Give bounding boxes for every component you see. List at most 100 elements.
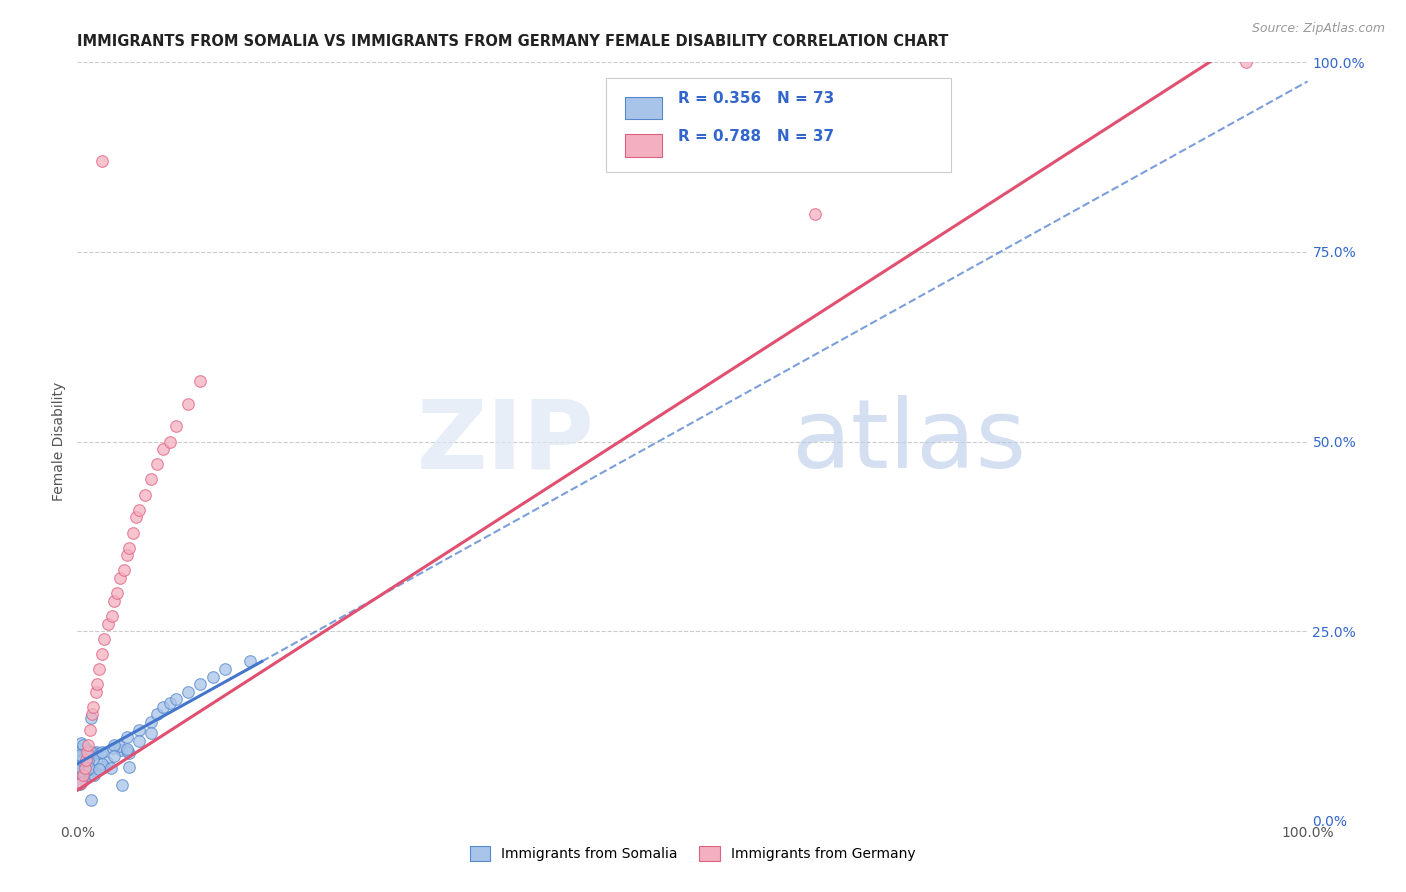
Point: [188, 374, 212, 388]
Point: [77, 761, 100, 775]
Point: [69, 736, 91, 750]
Text: Source: ZipAtlas.com: Source: ZipAtlas.com: [1251, 22, 1385, 36]
Point: [128, 503, 150, 517]
Point: [97, 616, 120, 631]
Point: [188, 677, 212, 691]
Point: [82, 752, 104, 766]
Point: [89, 746, 111, 760]
Point: [67, 777, 90, 791]
Point: [111, 778, 134, 792]
Point: [152, 699, 174, 714]
Point: [69, 757, 91, 772]
Point: [804, 207, 827, 221]
Point: [72, 759, 94, 773]
Point: [118, 747, 141, 761]
Point: [67, 776, 90, 790]
Point: [80, 762, 103, 776]
Point: [67, 745, 90, 759]
Point: [83, 767, 105, 781]
Point: [69, 775, 91, 789]
Point: [89, 662, 111, 676]
Point: [67, 750, 90, 764]
Point: [201, 669, 224, 683]
Point: [72, 768, 94, 782]
Point: [177, 685, 200, 699]
Point: [77, 755, 100, 769]
FancyBboxPatch shape: [624, 96, 662, 120]
Point: [82, 707, 104, 722]
Point: [146, 707, 169, 722]
Point: [69, 777, 91, 791]
Point: [110, 571, 132, 585]
Point: [93, 759, 115, 773]
Point: [115, 744, 138, 758]
Point: [75, 753, 97, 767]
Point: [72, 764, 94, 778]
Point: [177, 396, 200, 410]
Point: [72, 738, 94, 752]
Point: [80, 764, 103, 778]
Point: [67, 772, 90, 787]
Point: [70, 776, 93, 790]
Text: R = 0.356   N = 73: R = 0.356 N = 73: [678, 91, 834, 105]
Point: [75, 747, 97, 761]
Legend: Immigrants from Somalia, Immigrants from Germany: Immigrants from Somalia, Immigrants from…: [464, 841, 921, 867]
Point: [103, 594, 125, 608]
Point: [165, 692, 187, 706]
Point: [70, 765, 93, 780]
Point: [73, 760, 96, 774]
Point: [84, 745, 107, 759]
Text: ZIP: ZIP: [416, 395, 595, 488]
Point: [90, 647, 114, 661]
Point: [115, 730, 138, 744]
Point: [67, 759, 90, 773]
Point: [115, 548, 138, 563]
Point: [86, 677, 108, 691]
Point: [69, 747, 91, 762]
Point: [69, 769, 91, 783]
Point: [90, 153, 114, 168]
FancyBboxPatch shape: [606, 78, 950, 172]
Point: [84, 685, 107, 699]
Point: [128, 723, 150, 737]
Point: [90, 746, 114, 760]
Point: [79, 723, 101, 737]
Point: [93, 632, 115, 646]
Point: [105, 586, 128, 600]
Point: [69, 741, 91, 756]
Point: [239, 655, 262, 669]
Point: [80, 745, 103, 759]
Point: [159, 434, 181, 449]
Point: [146, 458, 169, 472]
Text: R = 0.788   N = 37: R = 0.788 N = 37: [678, 128, 834, 144]
Text: atlas: atlas: [792, 395, 1026, 488]
Point: [80, 793, 103, 807]
Point: [214, 662, 236, 676]
Point: [80, 748, 103, 763]
Point: [165, 419, 187, 434]
Point: [159, 696, 181, 710]
Point: [79, 711, 101, 725]
Point: [118, 541, 141, 555]
Point: [90, 756, 112, 771]
Point: [67, 769, 90, 783]
Point: [121, 525, 143, 540]
Point: [77, 738, 100, 752]
Point: [103, 738, 125, 752]
Point: [100, 761, 122, 775]
Point: [103, 749, 125, 764]
Point: [110, 742, 132, 756]
Point: [72, 771, 94, 785]
Point: [115, 741, 138, 756]
Point: [128, 734, 150, 748]
Point: [73, 757, 96, 772]
Point: [141, 473, 163, 487]
Point: [141, 726, 163, 740]
Point: [75, 740, 97, 755]
Point: [96, 755, 118, 769]
Point: [107, 739, 129, 754]
Point: [77, 763, 100, 777]
FancyBboxPatch shape: [624, 135, 662, 157]
Point: [134, 487, 156, 501]
Point: [69, 753, 91, 767]
